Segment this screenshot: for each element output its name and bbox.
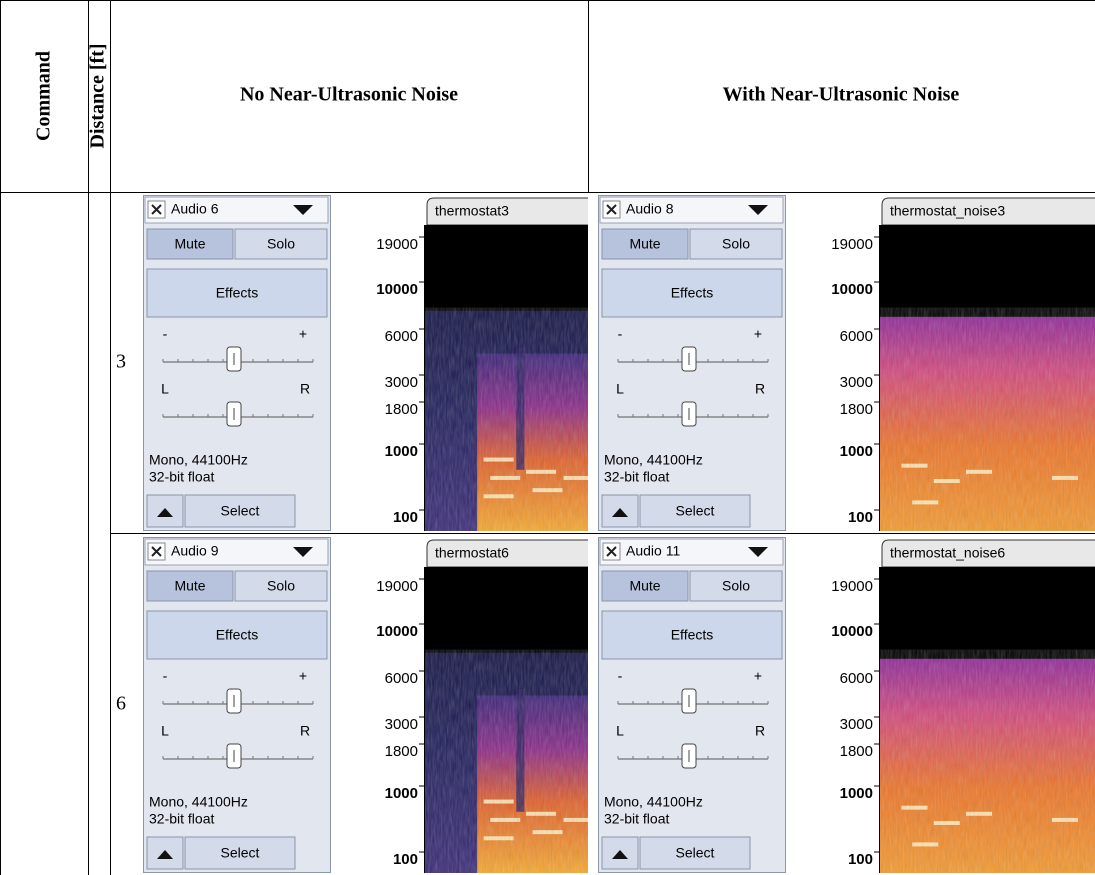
results-table: Command Distance [ft] No Near-Ultrasonic… bbox=[0, 0, 1095, 875]
select-button-label: Select bbox=[221, 503, 260, 519]
slider-label: R bbox=[755, 723, 765, 739]
distance-value: 3 bbox=[116, 351, 126, 373]
frequency-label: 10000 bbox=[831, 623, 873, 640]
spectrogram-grain bbox=[880, 308, 1095, 531]
select-button-label: Select bbox=[676, 845, 715, 861]
track-format: Mono, 44100Hz bbox=[149, 794, 248, 810]
clip-name: thermostat_noise3 bbox=[890, 203, 1005, 219]
mute-button-label: Mute bbox=[629, 578, 660, 594]
slider-label: - bbox=[618, 668, 623, 684]
column-header: With Near-Ultrasonic Noise bbox=[723, 84, 960, 106]
distance-value: 6 bbox=[116, 693, 126, 715]
frequency-label: 1800 bbox=[385, 743, 418, 760]
track-panel: Audio 11 Mute Solo Effects - + L R Mono, 44100Hz… bbox=[599, 537, 1095, 873]
frequency-label: 19000 bbox=[831, 236, 873, 253]
frequency-label: 100 bbox=[393, 851, 418, 868]
slider-label: R bbox=[300, 723, 310, 739]
frequency-label: 19000 bbox=[831, 578, 873, 595]
column-header: No Near-Ultrasonic Noise bbox=[240, 84, 458, 106]
frequency-label: 100 bbox=[848, 851, 873, 868]
slider-label: R bbox=[300, 381, 310, 397]
frequency-label: 100 bbox=[393, 509, 418, 526]
column-header: Distance [ft] bbox=[87, 44, 109, 149]
frequency-label: 6000 bbox=[840, 670, 873, 687]
spectrogram-grain bbox=[880, 650, 1095, 873]
slider-label: + bbox=[754, 326, 762, 342]
select-button-label: Select bbox=[221, 845, 260, 861]
slider-label: - bbox=[618, 326, 623, 342]
solo-button-label: Solo bbox=[722, 236, 750, 252]
clip-name: thermostat_noise6 bbox=[890, 545, 1005, 561]
clip-name: thermostat6 bbox=[435, 545, 509, 561]
track-panel: Audio 8MuteSoloEffects-+LRMono, 44100Hz3… bbox=[599, 195, 1095, 531]
track-format: Mono, 44100Hz bbox=[604, 794, 703, 810]
select-button-label: Select bbox=[676, 503, 715, 519]
frequency-label: 1000 bbox=[385, 785, 418, 802]
slider-label: - bbox=[163, 326, 168, 342]
slider-label: L bbox=[161, 381, 169, 397]
clip-name: thermostat3 bbox=[435, 203, 509, 219]
effects-button-label: Effects bbox=[671, 627, 714, 643]
slider-label: L bbox=[616, 381, 624, 397]
slider-label: L bbox=[616, 723, 624, 739]
track-name: Audio 6 bbox=[171, 201, 219, 217]
frequency-label: 1000 bbox=[385, 443, 418, 460]
frequency-label: 10000 bbox=[376, 623, 418, 640]
column-header: Command bbox=[33, 51, 55, 141]
spectrogram-grain bbox=[425, 650, 588, 873]
effects-button-label: Effects bbox=[671, 285, 714, 301]
slider-label: R bbox=[755, 381, 765, 397]
frequency-label: 1000 bbox=[840, 443, 873, 460]
frequency-label: 6000 bbox=[385, 670, 418, 687]
mute-button-label: Mute bbox=[174, 578, 205, 594]
track-format: 32-bit float bbox=[604, 811, 669, 827]
slider-label: + bbox=[299, 668, 307, 684]
slider-label: + bbox=[754, 668, 762, 684]
spectrogram-grain bbox=[425, 308, 588, 531]
slider-label: + bbox=[299, 326, 307, 342]
solo-button-label: Solo bbox=[267, 236, 295, 252]
track-format: Mono, 44100Hz bbox=[604, 452, 703, 468]
frequency-label: 6000 bbox=[385, 328, 418, 345]
track-format: Mono, 44100Hz bbox=[149, 452, 248, 468]
frequency-label: 3000 bbox=[385, 374, 418, 391]
mute-button-label: Mute bbox=[174, 236, 205, 252]
track-format: 32-bit float bbox=[149, 811, 214, 827]
track-name: Audio 9 bbox=[171, 543, 219, 559]
frequency-label: 10000 bbox=[831, 281, 873, 298]
track-name: Audio 11 bbox=[626, 543, 680, 559]
frequency-label: 19000 bbox=[376, 578, 418, 595]
effects-button-label: Effects bbox=[216, 285, 259, 301]
slider-label: L bbox=[161, 723, 169, 739]
solo-button-label: Solo bbox=[722, 578, 750, 594]
frequency-label: 19000 bbox=[376, 236, 418, 253]
frequency-label: 6000 bbox=[840, 328, 873, 345]
frequency-label: 100 bbox=[848, 509, 873, 526]
frequency-label: 1800 bbox=[840, 743, 873, 760]
mute-button-label: Mute bbox=[629, 236, 660, 252]
frequency-label: 3000 bbox=[840, 374, 873, 391]
frequency-label: 1800 bbox=[840, 401, 873, 418]
track-name: Audio 8 bbox=[626, 201, 674, 217]
frequency-label: 1800 bbox=[385, 401, 418, 418]
track-format: 32-bit float bbox=[604, 469, 669, 485]
frequency-label: 1000 bbox=[840, 785, 873, 802]
effects-button-label: Effects bbox=[216, 627, 259, 643]
track-format: 32-bit float bbox=[149, 469, 214, 485]
track-panel: Audio 6MuteSoloEffects-+LRMono, 44100Hz3… bbox=[144, 195, 599, 531]
frequency-label: 3000 bbox=[385, 716, 418, 733]
frequency-label: 3000 bbox=[840, 716, 873, 733]
solo-button-label: Solo bbox=[267, 578, 295, 594]
slider-label: - bbox=[163, 668, 168, 684]
frequency-label: 10000 bbox=[376, 281, 418, 298]
